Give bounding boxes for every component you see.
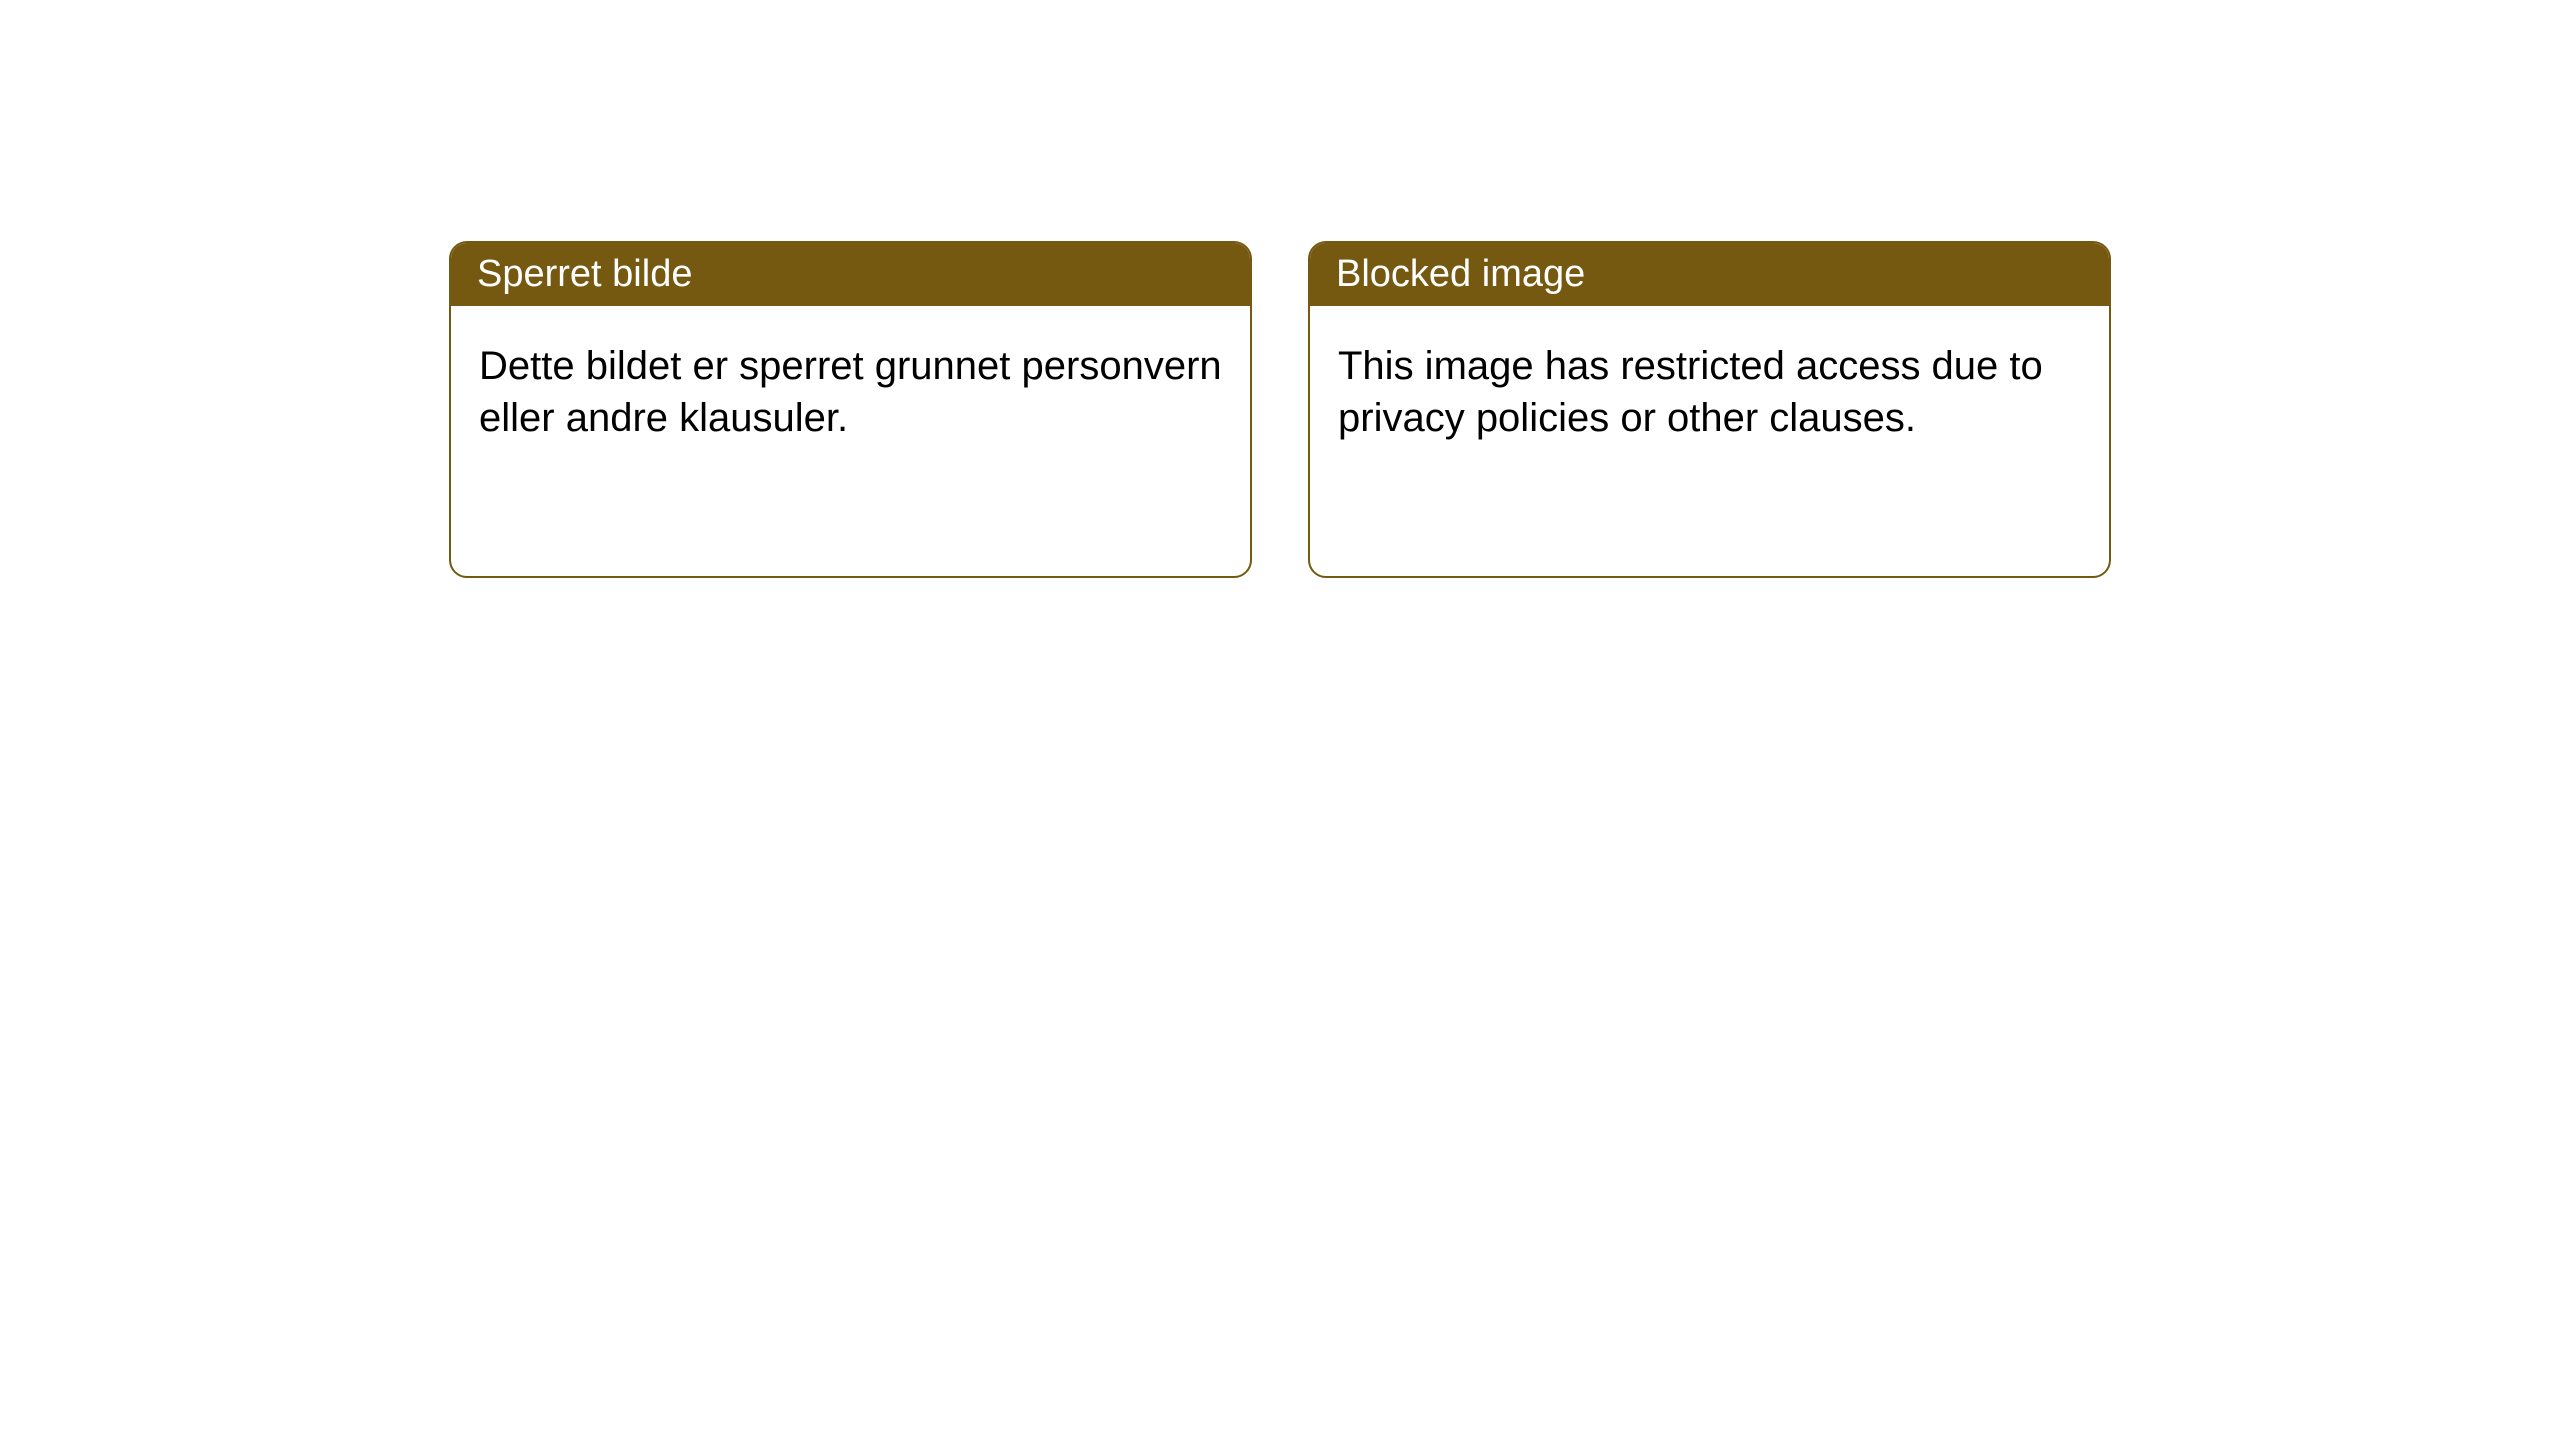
card-body: This image has restricted access due to … xyxy=(1310,306,2109,478)
notice-container: Sperret bilde Dette bildet er sperret gr… xyxy=(449,241,2111,578)
card-title: Sperret bilde xyxy=(477,253,692,295)
blocked-image-card-english: Blocked image This image has restricted … xyxy=(1308,241,2111,578)
blocked-image-card-norwegian: Sperret bilde Dette bildet er sperret gr… xyxy=(449,241,1252,578)
card-body: Dette bildet er sperret grunnet personve… xyxy=(451,306,1250,478)
card-title: Blocked image xyxy=(1336,253,1585,295)
card-header: Sperret bilde xyxy=(451,243,1250,306)
card-body-text: Dette bildet er sperret grunnet personve… xyxy=(479,344,1222,440)
card-header: Blocked image xyxy=(1310,243,2109,306)
card-body-text: This image has restricted access due to … xyxy=(1338,344,2043,440)
